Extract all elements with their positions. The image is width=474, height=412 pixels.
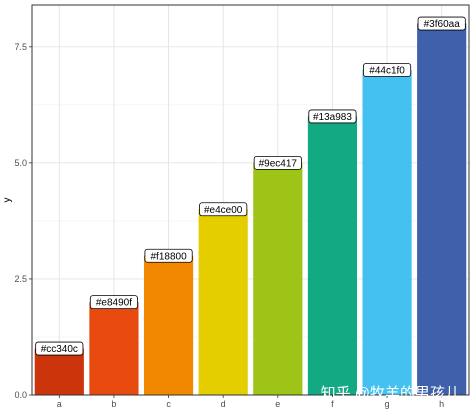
bar-label-g: #44c1f0 [363, 63, 412, 77]
bar-b [89, 302, 139, 395]
bar-c [143, 255, 194, 395]
bar-label-box [253, 155, 302, 170]
bars-layer [34, 23, 467, 395]
y-tick-label: 2.5 [14, 274, 27, 284]
bar-d [198, 209, 248, 395]
bar-g [362, 70, 412, 395]
bar-label-box [308, 109, 357, 124]
plot-panel-border [31, 4, 470, 396]
bar-label-box [35, 341, 84, 356]
bar-label-text: #f18800 [150, 251, 187, 262]
y-tick-label: 5.0 [14, 158, 27, 168]
bar-label-text: #13a983 [313, 112, 352, 123]
x-tick-label: e [275, 399, 280, 409]
x-tick-label: f [331, 399, 334, 409]
bar-label-f: #13a983 [308, 109, 357, 124]
bar-label-text: #cc340c [41, 344, 78, 355]
bar-label-text: #e4ce00 [204, 205, 243, 216]
bar-label-b: #e8490f [89, 295, 138, 310]
bar-label-c: #f18800 [144, 248, 193, 263]
x-tick-label: h [439, 399, 444, 409]
bar-label-box [144, 248, 193, 263]
bar-f [307, 116, 358, 395]
x-tick-label: c [166, 399, 171, 409]
bar-label-box [199, 202, 248, 217]
bar-a [34, 348, 84, 395]
bar-h [417, 23, 467, 395]
bar-label-box [417, 16, 466, 31]
x-axis: a b c d e f g h [57, 395, 444, 409]
x-tick-label: g [385, 399, 390, 409]
y-tick-label: 7.5 [14, 42, 27, 52]
y-tick-label: 0.0 [14, 390, 27, 400]
bar-label-text: #e8490f [96, 298, 132, 309]
bar-label-text: #3f60aa [424, 19, 461, 30]
watermark-text: 知乎 @牧羊的男孩儿 [321, 385, 460, 402]
bar-labels-layer: #cc340c #e8490f #f18800 #e4ce00 #9ec417 #13a9… [35, 16, 466, 356]
bar-label-text: #44c1f0 [369, 66, 405, 77]
bar-e [253, 162, 303, 395]
y-axis: 0.0 2.5 5.0 7.5 [14, 42, 32, 400]
bar-label-h: #3f60aa [417, 16, 466, 31]
bar-label-e: #9ec417 [253, 155, 302, 170]
bar-label-box [89, 295, 138, 310]
x-tick-label: d [221, 399, 226, 409]
bar-label-text: #9ec417 [259, 158, 298, 169]
y-axis-title: y [2, 198, 13, 203]
bar-label-box [363, 63, 412, 77]
bar-label-a: #cc340c [35, 341, 84, 356]
bar-label-d: #e4ce00 [199, 202, 248, 217]
x-tick-label: a [57, 399, 62, 409]
x-tick-label: b [111, 399, 116, 409]
